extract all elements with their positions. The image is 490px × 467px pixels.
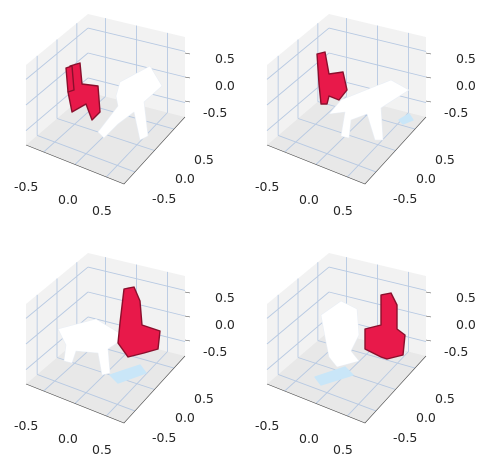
z-tick-mark-2 [425,339,432,342]
subplot-2: -0.5 0.0 0.5 0.5 0.0 -0.5 0.5 0.0 -0.5 [255,14,476,218]
base-part-0 [109,364,147,384]
y-tick-label-0: 0.5 [435,152,455,167]
z-tick-mark-1 [425,76,432,79]
y-tick-label-1: 0.0 [175,171,195,186]
x-tick-label-0: -0.5 [255,179,279,194]
floor-edge [266,355,427,424]
y-tick-label-2: -0.5 [152,430,176,445]
x-tick-label-1: 0.0 [299,192,319,207]
chair-part-0 [316,51,348,105]
z-tick-mark-0 [425,52,432,55]
chair-points [364,292,406,360]
gridline-left-h-1 [25,291,89,345]
x-tick-label-2: 0.5 [333,203,353,218]
y-tick-label-2: -0.5 [152,191,176,206]
chair-part-1 [65,65,75,93]
z-tick-mark-0 [184,52,191,55]
z-tick-mark-0 [184,291,191,294]
chair-points [65,62,101,121]
base-points [314,366,354,386]
y-tick-label-1: 0.0 [416,171,436,186]
x-tick-label-0: -0.5 [14,179,38,194]
floor-pane [267,92,426,184]
y-tick-label-0: 0.5 [435,391,455,406]
base-part-0 [398,113,414,125]
y-tick-label-1: 0.0 [416,410,436,425]
chair-part-0 [67,62,101,121]
subplot-4: -0.5 0.0 0.5 0.5 0.0 -0.5 0.5 0.0 -0.5 [255,253,476,457]
floor-edge [266,116,427,185]
y-tick-label-2: -0.5 [393,430,417,445]
y-tick-label-0: 0.5 [194,391,214,406]
gridline-floor-a-2 [106,112,168,178]
floor-edge [25,355,186,424]
x-tick-label-2: 0.5 [333,442,353,457]
z-tick-label-0: 0.5 [456,290,476,305]
gridline-back-h-1 [328,291,427,317]
chair-points [316,51,348,105]
x-tick-label-2: 0.5 [92,203,112,218]
chair-part-0 [117,286,161,358]
table-points [97,65,163,141]
z-tick-mark-1 [184,315,191,318]
x-tick-label-1: 0.0 [58,192,78,207]
z-tick-label-1: 0.0 [456,78,476,93]
z-tick-label-0: 0.5 [215,290,235,305]
z-tick-label-2: -0.5 [203,344,227,359]
gridline-left-h-1 [25,52,89,106]
gridline-floor-a-2 [347,112,409,178]
z-tick-mark-2 [425,100,432,103]
gridline-back-h-1 [328,52,427,78]
z-tick-mark-2 [184,339,191,342]
y-tick-label-1: 0.0 [175,410,195,425]
gridline-floor-a-2 [106,351,168,417]
subplot-1: -0.5 0.0 0.5 0.5 0.0 -0.5 0.5 0.0 -0.5 [14,14,235,218]
gridline-left-h-1 [266,291,330,345]
base-part-0 [314,366,354,386]
z-tick-mark-1 [425,315,432,318]
gridline-floor-a-2 [347,351,409,417]
y-tick-label-2: -0.5 [393,191,417,206]
z-tick-label-2: -0.5 [444,105,468,120]
z-tick-label-0: 0.5 [215,51,235,66]
x-tick-label-1: 0.0 [299,431,319,446]
z-tick-label-1: 0.0 [215,78,235,93]
table-part-0 [328,79,410,141]
table-points [328,79,410,141]
gridline-back-h-1 [87,52,186,78]
table-points [320,300,360,368]
z-tick-label-2: -0.5 [203,105,227,120]
z-tick-label-1: 0.0 [215,317,235,332]
z-tick-mark-0 [425,291,432,294]
table-part-0 [97,65,163,141]
x-tick-label-0: -0.5 [14,418,38,433]
z-tick-label-0: 0.5 [456,51,476,66]
x-tick-label-1: 0.0 [58,431,78,446]
chair-part-0 [364,292,406,360]
z-tick-mark-1 [184,76,191,79]
z-tick-label-1: 0.0 [456,317,476,332]
x-tick-label-2: 0.5 [92,442,112,457]
z-tick-label-2: -0.5 [444,344,468,359]
x-tick-label-0: -0.5 [255,418,279,433]
base-points [109,364,147,384]
floor-edge [25,116,186,185]
z-tick-mark-2 [184,100,191,103]
y-tick-label-0: 0.5 [194,152,214,167]
chair-points [117,286,161,358]
subplot-3: -0.5 0.0 0.5 0.5 0.0 -0.5 0.5 0.0 -0.5 [14,253,235,457]
base-points [398,113,414,125]
gridline-floor-b-2 [317,101,416,130]
gridline-left-h-2 [266,316,330,370]
table-part-0 [320,300,360,368]
